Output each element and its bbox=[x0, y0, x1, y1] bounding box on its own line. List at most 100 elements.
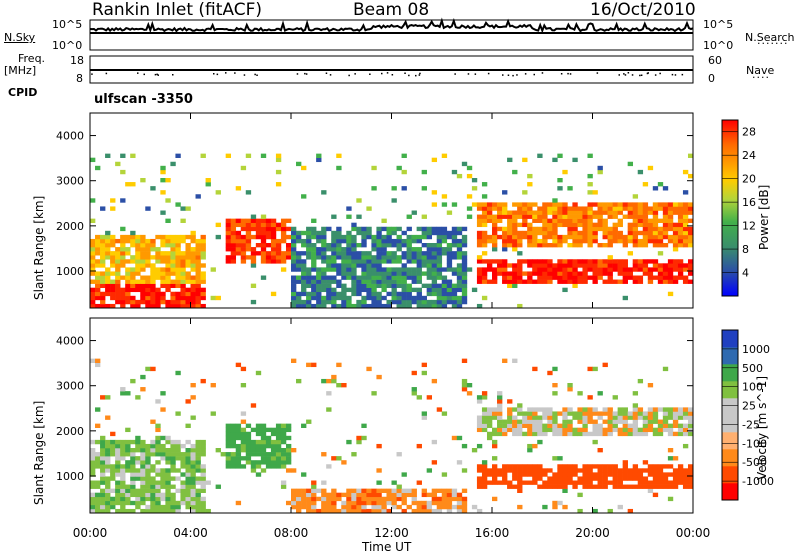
heatmap-cell bbox=[105, 508, 111, 514]
heatmap-cell bbox=[235, 460, 242, 465]
heatmap-cell bbox=[622, 279, 628, 284]
heatmap-cell bbox=[280, 230, 287, 236]
heatmap-cell bbox=[441, 488, 448, 493]
heatmap-cell bbox=[356, 435, 362, 441]
heatmap-cell bbox=[275, 431, 282, 437]
heatmap-cell bbox=[180, 303, 186, 309]
heatmap-cell bbox=[90, 448, 96, 453]
heatmap-cell bbox=[537, 238, 543, 244]
heatmap-cell bbox=[120, 488, 126, 493]
heatmap-cell bbox=[672, 472, 679, 477]
heatmap-cell bbox=[602, 226, 608, 232]
heatmap-cell bbox=[110, 291, 116, 297]
heatmap-cell bbox=[687, 271, 694, 276]
freq-dot bbox=[516, 74, 518, 76]
heatmap-cell bbox=[175, 238, 181, 244]
heatmap-cell bbox=[240, 383, 247, 388]
heatmap-cell bbox=[562, 488, 568, 493]
heatmap-cell bbox=[637, 238, 644, 244]
freq-dot bbox=[659, 72, 661, 75]
heatmap-cell bbox=[512, 230, 518, 236]
heatmap-cell bbox=[235, 234, 242, 240]
heatmap-cell bbox=[160, 243, 166, 248]
heatmap-cell bbox=[446, 251, 453, 256]
heatmap-cell bbox=[396, 271, 402, 276]
heatmap-cell bbox=[552, 456, 558, 461]
heatmap-cell bbox=[165, 476, 171, 481]
freq-dot bbox=[415, 74, 417, 77]
heatmap-cell bbox=[682, 214, 689, 219]
heatmap-cell bbox=[486, 210, 493, 215]
heatmap-cell bbox=[637, 411, 644, 416]
heatmap-cell bbox=[351, 251, 357, 256]
heatmap-cell bbox=[160, 271, 166, 276]
heatmap-cell bbox=[441, 303, 448, 309]
heatmap-cell bbox=[155, 255, 161, 260]
heatmap-cell bbox=[431, 378, 438, 384]
heatmap-cell bbox=[662, 279, 669, 284]
heatmap-cell bbox=[662, 407, 669, 412]
heatmap-cell bbox=[562, 210, 568, 215]
heatmap-cell bbox=[587, 263, 593, 268]
heatmap-cell bbox=[662, 419, 669, 424]
heatmap-cell bbox=[326, 508, 332, 514]
heatmap-cell bbox=[502, 202, 508, 207]
heatmap-cell bbox=[421, 251, 427, 256]
heatmap-cell bbox=[170, 504, 176, 510]
heatmap-cell bbox=[612, 230, 618, 236]
heatmap-cell bbox=[125, 508, 131, 514]
heatmap-cell bbox=[175, 271, 181, 276]
heatmap-cell bbox=[291, 295, 297, 301]
heatmap-cell bbox=[426, 508, 433, 514]
heatmap-cell bbox=[180, 263, 186, 268]
heatmap-cell bbox=[672, 243, 679, 248]
heatmap-cell bbox=[466, 267, 473, 272]
heatmap-cell bbox=[471, 178, 478, 183]
heatmap-cell bbox=[446, 267, 453, 272]
heatmap-cell bbox=[100, 464, 106, 469]
heatmap-cell bbox=[682, 210, 689, 215]
heatmap-cell bbox=[607, 267, 613, 272]
heatmap-cell bbox=[356, 303, 362, 309]
heatmap-cell bbox=[662, 234, 669, 240]
heatmap-cell bbox=[145, 287, 151, 293]
heatmap-cell bbox=[296, 295, 302, 301]
heatmap-cell bbox=[175, 283, 181, 288]
heatmap-cell bbox=[235, 247, 242, 252]
heatmap-cell bbox=[677, 472, 684, 477]
heatmap-cell bbox=[95, 492, 101, 498]
heatmap-cell bbox=[361, 238, 367, 244]
heatmap-cell bbox=[481, 476, 488, 481]
heatmap-cell bbox=[537, 431, 543, 437]
heatmap-cell bbox=[165, 271, 171, 276]
power-heatmap bbox=[90, 153, 694, 309]
heatmap-cell bbox=[512, 472, 518, 477]
heatmap-cell bbox=[250, 460, 257, 465]
heatmap-cell bbox=[140, 472, 146, 477]
heatmap-cell bbox=[245, 448, 252, 453]
heatmap-cell bbox=[100, 259, 106, 264]
heatmap-cell bbox=[306, 234, 312, 240]
heatmap-cell bbox=[497, 403, 503, 408]
heatmap-cell bbox=[471, 186, 478, 191]
heatmap-cell bbox=[572, 263, 578, 268]
heatmap-cell bbox=[386, 500, 392, 506]
heatmap-cell bbox=[180, 452, 186, 457]
heatmap-cell bbox=[351, 488, 357, 493]
heatmap-cell bbox=[567, 423, 573, 428]
heatmap-cell bbox=[637, 476, 644, 481]
heatmap-cell bbox=[270, 291, 277, 297]
heatmap-cell bbox=[657, 251, 664, 256]
heatmap-cell bbox=[336, 492, 342, 498]
heatmap-cell bbox=[627, 427, 634, 433]
heatmap-cell bbox=[481, 194, 488, 199]
heatmap-cell bbox=[90, 500, 96, 506]
heatmap-cell bbox=[366, 234, 372, 240]
heatmap-cell bbox=[441, 504, 448, 510]
heatmap-cell bbox=[517, 407, 523, 412]
heatmap-cell bbox=[577, 476, 583, 481]
heatmap-cell bbox=[672, 419, 679, 424]
heatmap-cell bbox=[567, 186, 573, 191]
heatmap-cell bbox=[567, 275, 573, 280]
